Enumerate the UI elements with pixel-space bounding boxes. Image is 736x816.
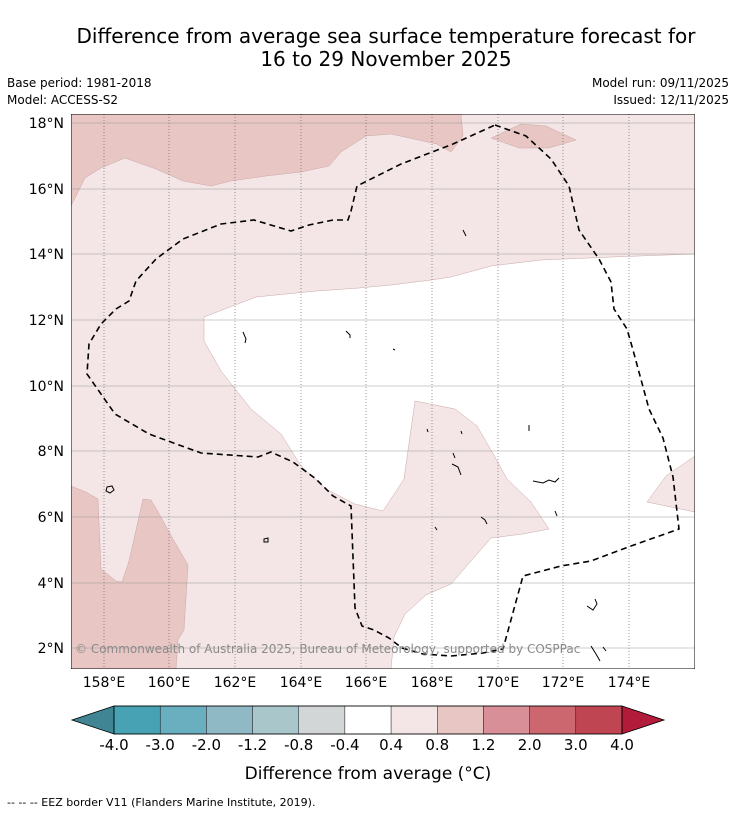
eez-border-legend: -- -- -- EEZ border V11 (Flanders Marine… [7,796,316,809]
slight-warm-patch-east [646,455,695,513]
lon-label-160e: 160°E [147,675,191,691]
lon-label-172e: 172°E [541,675,585,691]
colorbar-title: Difference from average (°C) [244,764,492,784]
warm-anomaly-region-southwest [71,485,189,669]
graticule-latitude-lines [71,122,695,649]
copyright-notice: © Commonwealth of Australia 2025, Bureau… [75,642,580,656]
colorbar-tick-label: 0.8 [425,736,450,754]
colorbar-cell [390,705,438,735]
colorbar-extend-low [70,705,115,735]
base-period: Base period: 1981-2018 [7,76,152,90]
lon-label-158e: 158°E [82,675,126,691]
colorbar-tick-label: -1.2 [237,736,268,754]
lat-label-6n: 6°N [37,510,64,526]
colorbar-cell [575,705,623,735]
colorbar-tick-label: 1.2 [471,736,496,754]
colorbar-cell [113,705,161,735]
colorbar-cell [437,705,484,735]
colorbar-cell [206,705,253,735]
map-title-line2: 16 to 29 November 2025 [260,47,512,71]
colorbar-tick-label: 3.0 [563,736,588,754]
lat-label-8n: 8°N [37,444,64,460]
colorbar-tick-label: -0.8 [284,736,314,754]
sst-anomaly-map: © Commonwealth of Australia 2025, Bureau… [71,114,695,669]
graticule-grid [103,114,630,669]
colorbar-tick-label: -0.4 [330,736,360,754]
lat-label-2n: 2°N [37,641,64,657]
colorbar-tick-label: 2.0 [517,736,542,754]
lon-label-174e: 174°E [607,675,651,691]
lon-label-168e: 168°E [410,675,454,691]
colorbar-cell [159,705,207,735]
colorbar-tick-label: 4.0 [610,736,634,754]
lat-label-12n: 12°N [28,313,64,329]
lat-label-14n: 14°N [28,247,64,263]
colorbar-tick-label: -4.0 [99,736,129,754]
model-run: Model run: 09/11/2025 [591,76,729,90]
colorbar-tick-label: -3.0 [145,736,175,754]
colorbar-cell [252,705,299,735]
colorbar-cell [298,705,346,735]
lon-label-166e: 166°E [344,675,388,691]
lon-label-162e: 162°E [213,675,257,691]
colorbar-cell [344,705,392,735]
issued-date: Issued: 12/11/2025 [613,93,729,107]
lat-label-4n: 4°N [37,576,64,592]
colorbar-cell [483,705,530,735]
warm-anomaly-region-north [71,114,464,207]
warm-anomaly-region-northeast [490,123,577,149]
lat-label-16n: 16°N [28,182,64,198]
colorbar [70,705,666,735]
lon-label-164e: 164°E [279,675,323,691]
lat-label-18n: 18°N [28,116,64,132]
colorbar-tick-label: 0.4 [379,736,403,754]
island-outlines [105,229,607,662]
colorbar-tick-label: -2.0 [191,736,221,754]
lat-label-10n: 10°N [28,379,64,395]
neutral-anomaly-region-central [203,253,695,669]
model-name: Model: ACCESS-S2 [7,93,119,107]
map-title-line1: Difference from average sea surface temp… [76,24,696,48]
colorbar-cell [529,705,577,735]
colorbar-extend-high [621,705,666,735]
eez-border [86,124,680,657]
lon-label-170e: 170°E [476,675,520,691]
